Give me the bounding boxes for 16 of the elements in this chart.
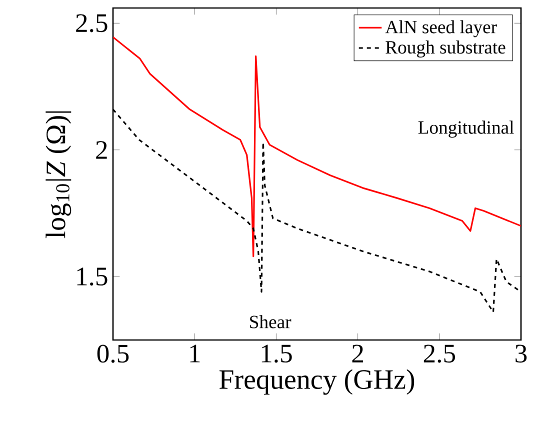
x-tick-label: 0.5 xyxy=(97,344,129,363)
legend-label: Rough substrate xyxy=(386,40,506,58)
x-tick-label: 2 xyxy=(352,344,363,362)
line-series xyxy=(113,36,521,258)
y-axis-title: log$_{10}$|Z (Ω)| xyxy=(46,111,72,238)
x-tick-label: 3 xyxy=(516,344,527,363)
annotation: Shear xyxy=(250,315,292,328)
y-tick-label: 1.5 xyxy=(77,268,108,286)
x-axis-title: Frequency (GHz) xyxy=(219,369,414,395)
x-tick-label: 1 xyxy=(190,344,200,362)
y-tick-label: 2 xyxy=(96,141,107,159)
x-tick-label: 2.5 xyxy=(424,344,456,363)
legend-label: AlN seed layer xyxy=(385,20,497,38)
x-tick-label: 1.5 xyxy=(262,344,292,363)
annotation: Longitudinal xyxy=(418,120,514,138)
y-tick-label: 2.5 xyxy=(76,14,108,32)
